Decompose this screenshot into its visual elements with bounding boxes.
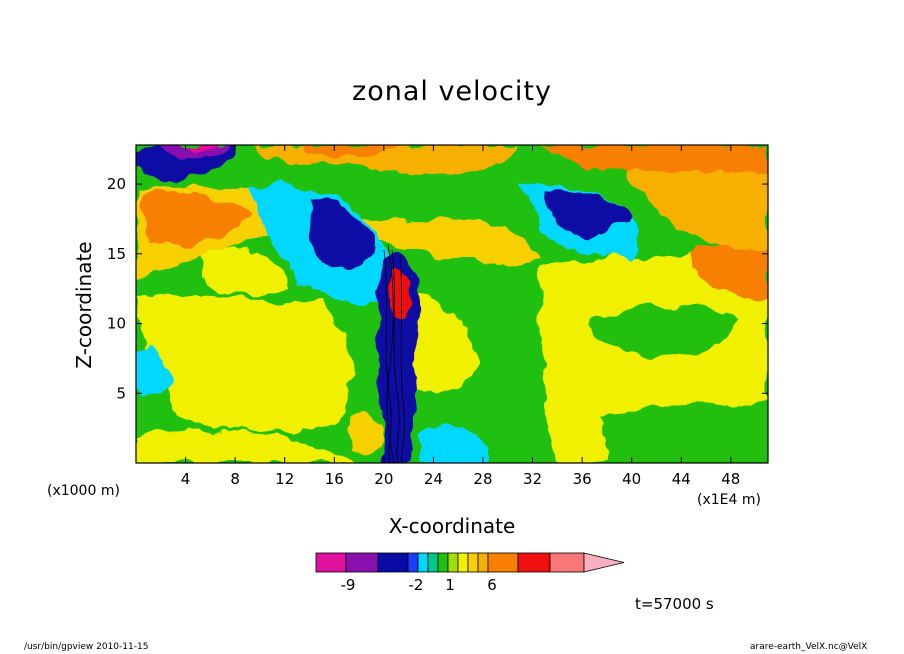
colorbar-swatch — [345, 552, 379, 573]
field-region — [136, 428, 360, 463]
colorbar-swatch — [427, 552, 439, 573]
field-region — [540, 145, 768, 175]
y-tick-label: 10 — [107, 315, 126, 333]
colorbar-swatch — [417, 552, 429, 573]
footer-right: arare-earth_VelX.nc@VelX — [750, 642, 868, 652]
contour-lines — [383, 244, 405, 463]
field-region — [200, 247, 290, 296]
field-region — [600, 400, 768, 463]
field-region — [140, 191, 250, 244]
footer-left: /usr/bin/gpview 2010-11-15 — [24, 642, 149, 652]
colorbar-swatch — [377, 552, 409, 573]
x-tick-label: 48 — [721, 470, 740, 488]
colorbar-swatch — [315, 552, 347, 573]
colorbar-swatch — [467, 552, 479, 573]
colorbar-label: 6 — [487, 576, 497, 594]
chart-title: zonal velocity — [352, 76, 552, 107]
time-annotation: t=57000 s — [635, 595, 714, 613]
field-region — [378, 249, 418, 463]
colorbar-extension-arrow — [583, 552, 625, 573]
x-tick-label: 28 — [473, 470, 492, 488]
x-tick-label: 40 — [622, 470, 641, 488]
field-region — [136, 292, 351, 432]
field-region — [308, 199, 375, 273]
field-region — [136, 348, 170, 397]
colorbar-swatch — [477, 552, 489, 573]
colorbar-swatch — [407, 552, 419, 573]
field-region — [350, 416, 382, 456]
colorbar-swatch — [437, 552, 449, 573]
field-region — [690, 245, 768, 300]
x-tick-label: 4 — [181, 470, 191, 488]
x-tick-label: 36 — [573, 470, 592, 488]
y-tick-label: 5 — [116, 384, 126, 402]
field-region — [620, 150, 768, 260]
x-tick-label: 24 — [424, 470, 443, 488]
colorbar-swatch — [457, 552, 469, 573]
colorbar-label: 1 — [445, 576, 455, 594]
colorbar-label: -9 — [341, 576, 356, 594]
x-tick-label: 20 — [374, 470, 393, 488]
field-region — [590, 305, 740, 357]
y-tick-label: 15 — [107, 245, 126, 263]
field-region — [391, 269, 408, 320]
field-region — [420, 426, 490, 463]
x-axis-unit-left: (x1000 m) — [47, 483, 120, 499]
x-tick-label: 12 — [275, 470, 294, 488]
field-region — [300, 145, 400, 159]
x-tick-label: 32 — [523, 470, 542, 488]
colorbar-label: -2 — [409, 576, 424, 594]
colorbar-swatch — [447, 552, 459, 573]
x-tick-label: 8 — [230, 470, 240, 488]
contour-field — [136, 145, 768, 463]
field-region — [545, 188, 630, 235]
x-tick-label: 16 — [325, 470, 344, 488]
colorbar-swatch — [549, 552, 585, 573]
x-tick-label: 44 — [672, 470, 691, 488]
x-axis-label: X-coordinate — [388, 514, 516, 538]
y-tick-label: 20 — [107, 175, 126, 193]
field-region — [400, 298, 480, 394]
x-axis-unit-right: (x1E4 m) — [697, 492, 761, 508]
plot-frame — [135, 144, 769, 464]
field-region — [185, 145, 220, 153]
colorbar-swatch — [517, 552, 551, 573]
colorbar-swatch — [487, 552, 519, 573]
